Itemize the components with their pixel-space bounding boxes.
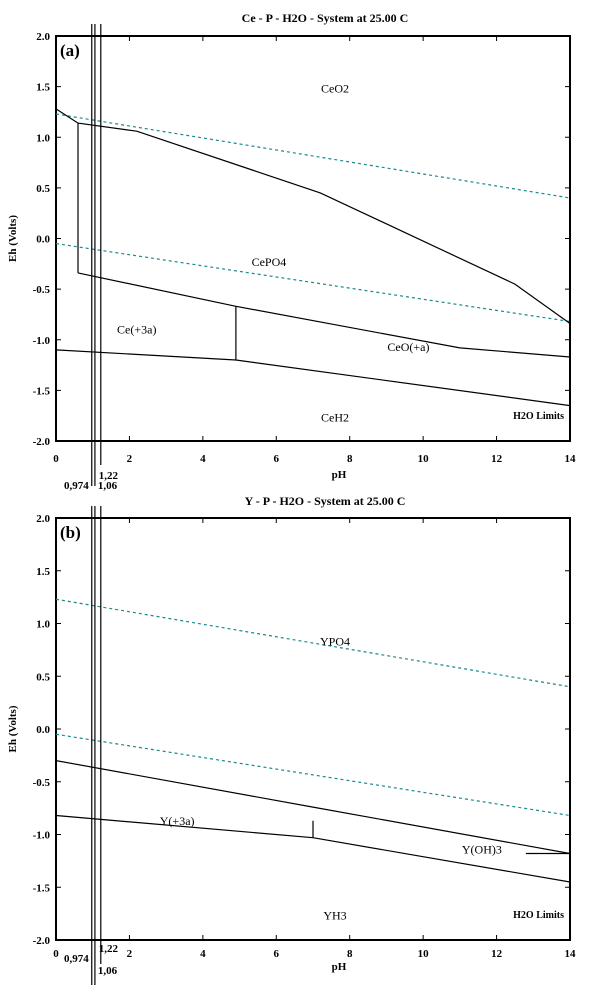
region-label: CeH2 [321, 411, 349, 425]
y-tick-label: -1.5 [33, 385, 51, 397]
region-label: Ce(+3a) [117, 323, 156, 337]
y-tick-label: 2.0 [36, 31, 50, 43]
x-tick-label: 10 [418, 948, 430, 960]
panel-label: (b) [60, 523, 81, 542]
x-tick-label: 10 [418, 453, 430, 465]
x-tick-label: 2 [127, 453, 133, 465]
region-label: CeO(+a) [387, 340, 429, 354]
panel-b: Y - P - H2O - System at 25.00 C 2.0 1.5 1.0… [7, 494, 576, 985]
y-tick-label: -1.5 [33, 882, 51, 894]
y-tick-label: -1.0 [33, 335, 51, 347]
chart-title: Ce - P - H2O - System at 25.00 C [242, 11, 409, 25]
phase-boundary [55, 108, 571, 324]
y-tick-label: 1.0 [36, 619, 50, 631]
x-axis-label: pH [332, 469, 347, 481]
region-label: YPO4 [320, 634, 350, 648]
ph-marker-label: 0,974 [64, 953, 89, 965]
y-tick-label: 1.0 [36, 132, 50, 144]
phase-boundary [55, 349, 571, 407]
y-axis-label: Eh (Volts) [7, 215, 19, 262]
phase-boundary [77, 272, 571, 358]
x-tick-label: 0 [53, 948, 59, 960]
x-tick-label: 8 [347, 453, 353, 465]
ph-marker-label: 1,06 [98, 480, 118, 492]
x-tick-label: 6 [274, 948, 280, 960]
phase-boundary [55, 760, 571, 855]
x-tick-label: 4 [200, 948, 206, 960]
water-lower-limit [55, 733, 571, 817]
region-label: Y(+3a) [160, 814, 195, 828]
ph-marker-label: 1,06 [98, 965, 118, 977]
y-tick-label: -0.5 [33, 777, 51, 789]
y-tick-label: 0.0 [36, 724, 50, 736]
water-upper-limit [55, 598, 571, 688]
x-tick-label: 12 [491, 948, 503, 960]
region-label: CePO4 [252, 255, 287, 269]
y-axis-label: Eh (Volts) [7, 705, 19, 752]
x-tick-label: 8 [347, 948, 353, 960]
y-tick-label: 2.0 [36, 513, 50, 525]
h2o-limits-label: H2O Limits [513, 411, 564, 422]
y-tick-label: -0.5 [33, 284, 51, 296]
region-label: YH3 [323, 909, 346, 923]
y-tick-label: -1.0 [33, 830, 51, 842]
y-tick-label: 1.5 [36, 566, 50, 578]
region-label: CeO2 [321, 82, 349, 96]
x-tick-label: 12 [491, 453, 503, 465]
phase-boundary [55, 814, 571, 883]
x-tick-label: 4 [200, 453, 206, 465]
y-tick-label: 0.0 [36, 234, 50, 246]
y-tick-label: -2.0 [33, 935, 51, 947]
h2o-limits-label: H2O Limits [513, 910, 564, 921]
ph-marker-label: 1,22 [99, 470, 119, 482]
water-upper-limit [55, 113, 571, 199]
water-lower-limit [55, 242, 571, 323]
y-tick-label: 1.5 [36, 82, 50, 94]
y-tick-label: 0.5 [36, 671, 50, 683]
panel-a: Ce - P - H2O - System at 25.00 C 2.0 1.5 1.… [7, 11, 576, 492]
x-tick-label: 14 [565, 453, 577, 465]
x-tick-label: 0 [53, 453, 59, 465]
chart-title: Y - P - H2O - System at 25.00 C [245, 494, 406, 508]
x-tick-label: 6 [274, 453, 280, 465]
ph-marker-label: 0,974 [64, 480, 89, 492]
panel-label: (a) [60, 41, 80, 60]
y-tick-label: -2.0 [33, 436, 51, 448]
y-tick-label: 0.5 [36, 183, 50, 195]
region-label: Y(OH)3 [462, 842, 502, 856]
plot-frame [55, 517, 571, 941]
x-tick-label: 14 [565, 948, 577, 960]
x-axis-label: pH [332, 961, 347, 973]
plot-frame [55, 35, 571, 442]
ph-marker-label: 1,22 [99, 943, 119, 955]
x-tick-label: 2 [127, 948, 133, 960]
